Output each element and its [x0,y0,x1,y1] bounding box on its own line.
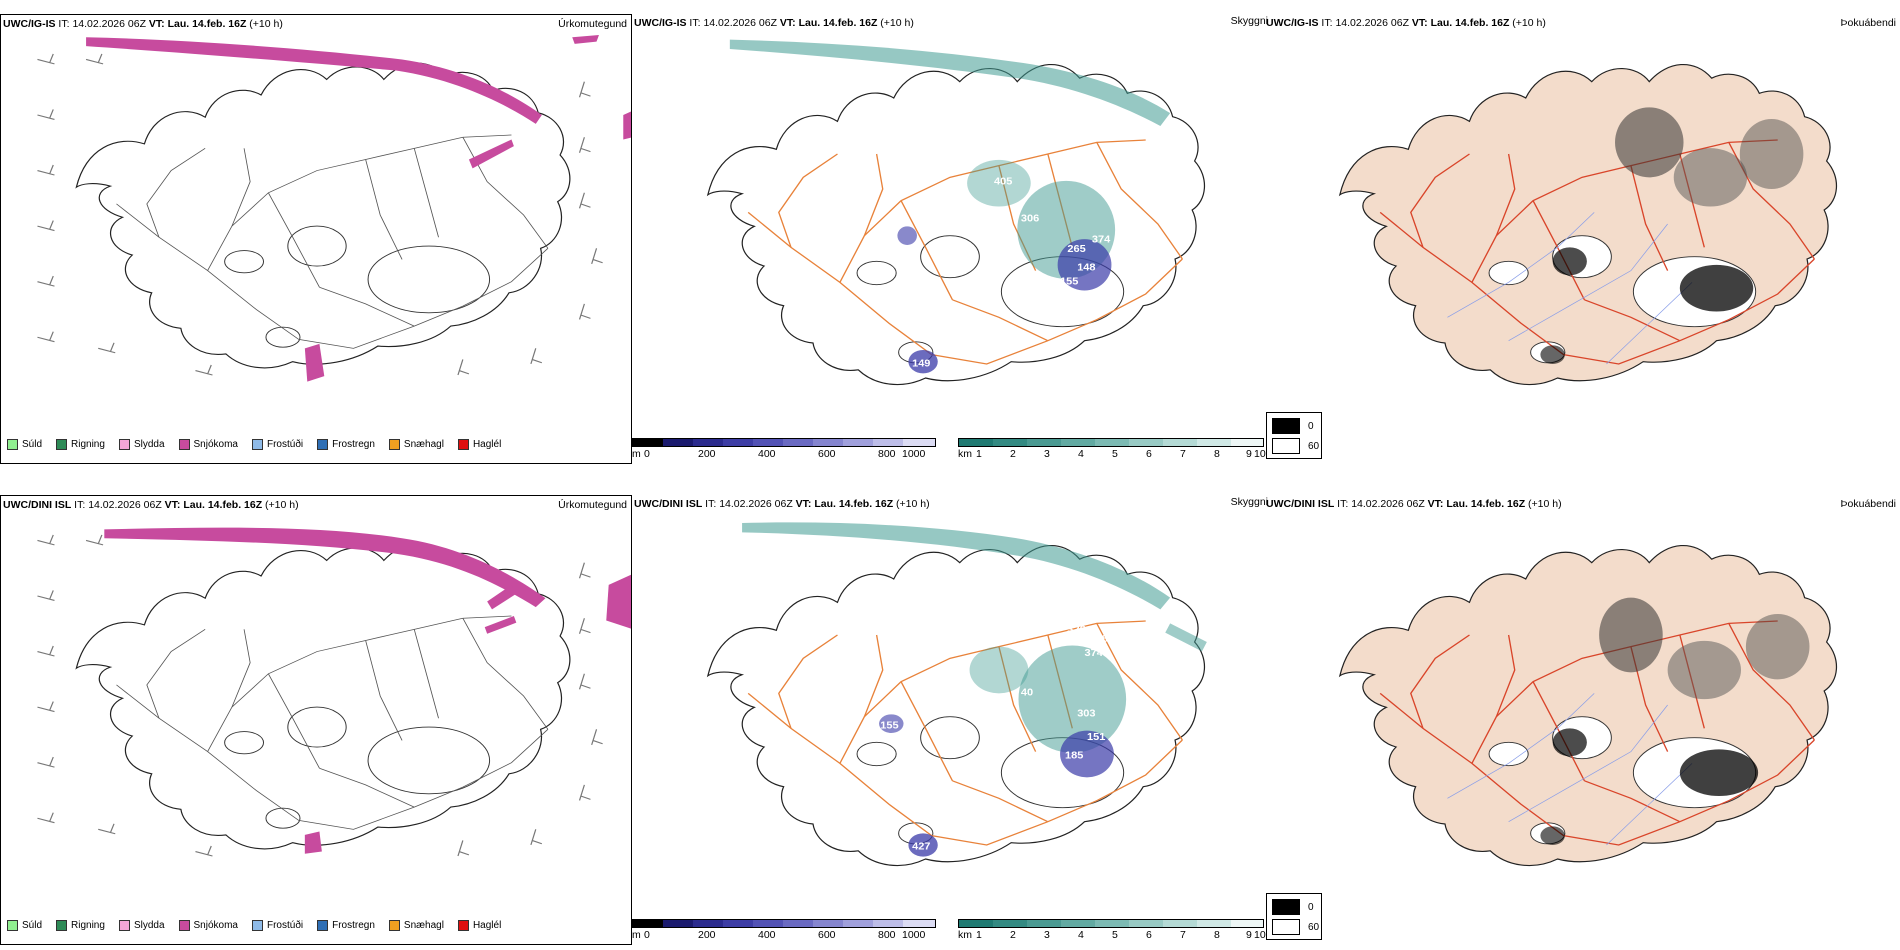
visibility-title: Skyggni [1230,496,1268,508]
fog-legend-bottom: 0 60 [1266,893,1322,940]
colorbar-km [958,438,1264,447]
colorbar-km-ticks: km 1 2 3 4 5 6 7 8 9 10 [958,448,1266,460]
colorbar-km [958,919,1264,928]
panel-header: UWC/DINI ISL IT: 14.02.2026 06Z VT: Lau.… [634,498,930,510]
legend-item-5: Frostregn [317,439,375,450]
vis-label-5: 151 [1087,731,1105,743]
fog-title: Þokuábendi [1840,498,1896,510]
vis-label-6: 149 [912,358,930,370]
precip-type-map-top [37,35,631,382]
colorbar-m [632,919,936,928]
legend-item-6: Snæhagl [388,920,444,931]
vis-label-5: 155 [1060,276,1078,288]
vis-label-0: 405 [994,176,1012,188]
vis-label-0: 326 [1067,624,1085,636]
vis-label-3: 40 [1021,687,1033,699]
panel-header: UWC/DINI ISL IT: 14.02.2026 06Z VT: Lau.… [3,499,299,511]
fog-legend-top: 0 60 [1266,412,1322,459]
colorbar-m [632,438,936,447]
legend-item-7: Haglél [457,920,501,931]
legend-item-4: Frostúði [251,439,303,450]
precip-legend: Súld Rigning Slydda Snjókoma Frostúði Fr… [7,439,501,450]
precip-legend: Súld Rigning Slydda Snjókoma Frostúði Fr… [7,920,501,931]
fog-map-top [1339,63,1838,386]
panel-header: UWC/IG-IS IT: 14.02.2026 06Z VT: Lau. 14… [3,18,283,30]
legend-item-0: Súld [7,920,42,931]
visibility-panel-top: 405 306 374 265 148 155 149 UWC/IG-IS IT… [632,14,1268,464]
legend-item-2: Slydda [118,920,165,931]
precip-type-panel-bottom: UWC/DINI ISL IT: 14.02.2026 06Z VT: Lau.… [0,495,632,945]
wind-barbs [37,534,603,857]
legend-item-2: Slydda [118,439,165,450]
fog-panel-top: UWC/IG-IS IT: 14.02.2026 06Z VT: Lau. 14… [1264,14,1900,464]
vis-label-2: 374 [1092,234,1110,246]
vis-label-1: 830 [1102,633,1120,645]
vis-label-4: 303 [1077,708,1095,720]
legend-item-4: Frostúði [251,920,303,931]
visibility-title: Skyggni [1230,15,1268,27]
panel-header: UWC/IG-IS IT: 14.02.2026 06Z VT: Lau. 14… [634,17,914,29]
vis-label-3: 265 [1067,243,1085,255]
legend-item-1: Rigning [56,920,105,931]
vis-label-2: 374 [1085,647,1103,659]
colorbar-km-ticks: km 1 2 3 4 5 6 7 8 9 10 [958,929,1266,941]
legend-item-7: Haglél [457,439,501,450]
precip-type-title: Úrkomutegund [558,18,627,30]
legend-item-3: Snjókoma [178,920,238,931]
legend-item-6: Snæhagl [388,439,444,450]
precip-type-title: Úrkomutegund [558,499,627,511]
precip-type-map-bottom [37,527,631,857]
fog-panel-bottom: UWC/DINI ISL IT: 14.02.2026 06Z VT: Lau.… [1264,495,1900,945]
panel-header: UWC/DINI ISL IT: 14.02.2026 06Z VT: Lau.… [1266,498,1562,510]
panel-header: UWC/IG-IS IT: 14.02.2026 06Z VT: Lau. 14… [1266,17,1546,29]
fog-title: Þokuábendi [1840,17,1896,29]
colorbar-m-ticks: m 0 200 400 600 800 1000 [632,448,926,460]
legend-item-0: Súld [7,439,42,450]
visibility-panel-bottom: 326 830 374 40 303 151 185 155 427 UWC/D… [632,495,1268,945]
visibility-map-top: 405 306 374 265 148 155 149 [707,39,1206,386]
wind-barbs [37,53,603,376]
legend-item-3: Snjókoma [178,439,238,450]
legend-item-1: Rigning [56,439,105,450]
snow-band [86,37,542,124]
legend-item-5: Frostregn [317,920,375,931]
fog-map-bottom [1339,544,1838,867]
precip-type-panel-top: UWC/IG-IS IT: 14.02.2026 06Z VT: Lau. 14… [0,14,632,464]
visibility-map-bottom: 326 830 374 40 303 151 185 155 427 [707,522,1207,867]
vis-label-1: 306 [1021,213,1039,225]
vis-label-8: 427 [912,841,930,853]
vis-label-7: 155 [880,720,898,732]
vis-label-4: 148 [1077,262,1095,274]
vis-label-6: 185 [1065,750,1083,762]
colorbar-m-ticks: m 0 200 400 600 800 1000 [632,929,926,941]
